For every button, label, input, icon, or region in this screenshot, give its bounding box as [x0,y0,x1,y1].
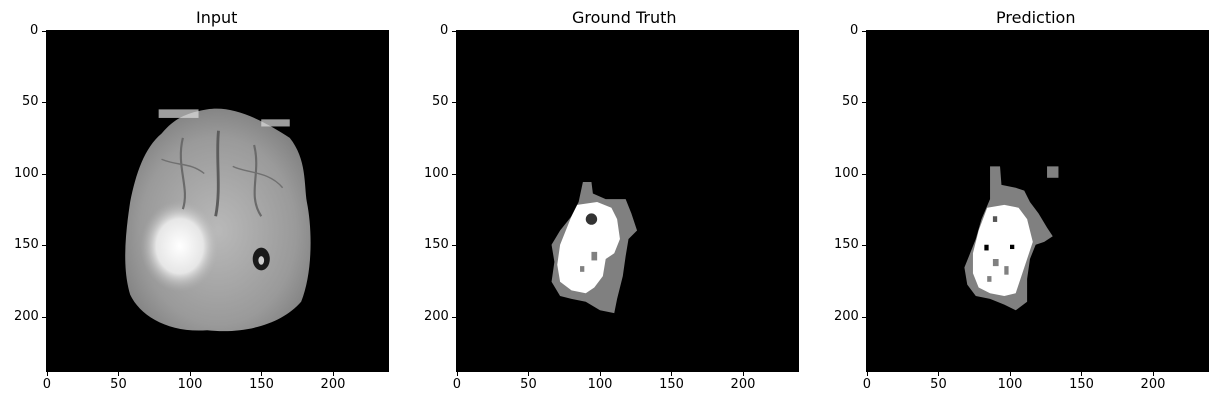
y-tick-label: 150 [834,237,859,253]
x-tick-mark [1009,372,1011,376]
y-tick-mark [452,316,456,318]
y-tick-label: 50 [22,94,39,110]
input-image [46,30,389,372]
x-tick-mark [1152,372,1154,376]
x-tick-label: 100 [587,377,613,392]
x-tick-mark [456,372,458,376]
y-tick-label: 50 [842,94,859,110]
y-tick-mark [452,102,456,104]
x-tick-mark [599,372,601,376]
y-tick-label: 100 [14,165,39,181]
y-tick-mark [42,173,46,175]
y-tick-mark [862,102,866,104]
mri-slice [47,31,388,371]
y-tick-label: 0 [850,22,859,38]
x-tick-label: 0 [42,377,51,392]
x-tick-mark [671,372,673,376]
x-tick-label: 200 [1140,377,1166,392]
x-tick-label: 100 [997,377,1023,392]
y-tick-label: 150 [424,237,449,253]
x-tick-label: 150 [249,377,274,392]
x-tick-mark [189,372,191,376]
segmentation-mask [457,31,798,371]
segmentation-mask [867,31,1208,371]
x-tick-mark [46,372,48,376]
x-tick-mark [1081,372,1083,376]
y-tick-label: 0 [30,22,39,38]
x-tick-label: 150 [1069,377,1094,392]
y-tick-mark [862,173,866,175]
panel-prediction: Prediction [820,0,1220,407]
x-tick-label: 0 [452,377,461,392]
y-tick-mark [452,245,456,247]
y-tick-mark [42,102,46,104]
x-tick-label: 200 [320,377,346,392]
panel-title: Prediction [996,8,1076,27]
x-tick-label: 150 [659,377,684,392]
y-tick-label: 100 [834,165,859,181]
y-tick-mark [452,30,456,32]
x-tick-label: 200 [730,377,756,392]
ground-truth-mask [456,30,799,372]
panel-ground-truth: Ground Truth [410,0,810,407]
x-tick-mark [742,372,744,376]
x-tick-label: 50 [930,377,947,392]
y-tick-mark [862,245,866,247]
x-tick-mark [528,372,530,376]
y-tick-mark [42,316,46,318]
x-tick-mark [261,372,263,376]
y-tick-label: 200 [834,308,859,324]
x-tick-label: 50 [520,377,537,392]
y-tick-mark [42,245,46,247]
x-tick-mark [332,372,334,376]
panel-title: Ground Truth [572,8,677,27]
y-tick-mark [452,173,456,175]
y-tick-label: 100 [424,165,449,181]
y-tick-mark [862,30,866,32]
x-tick-mark [938,372,940,376]
x-tick-label: 50 [110,377,127,392]
x-tick-label: 100 [177,377,203,392]
y-tick-mark [862,316,866,318]
x-tick-mark [866,372,868,376]
panel-input: Input [0,0,400,407]
y-tick-label: 200 [424,308,449,324]
x-tick-mark [118,372,120,376]
y-tick-label: 200 [14,308,39,324]
y-tick-label: 0 [440,22,449,38]
y-tick-label: 50 [432,94,449,110]
x-tick-label: 0 [862,377,871,392]
y-tick-label: 150 [14,237,39,253]
panel-title: Input [196,8,238,27]
prediction-mask [866,30,1209,372]
y-tick-mark [42,30,46,32]
